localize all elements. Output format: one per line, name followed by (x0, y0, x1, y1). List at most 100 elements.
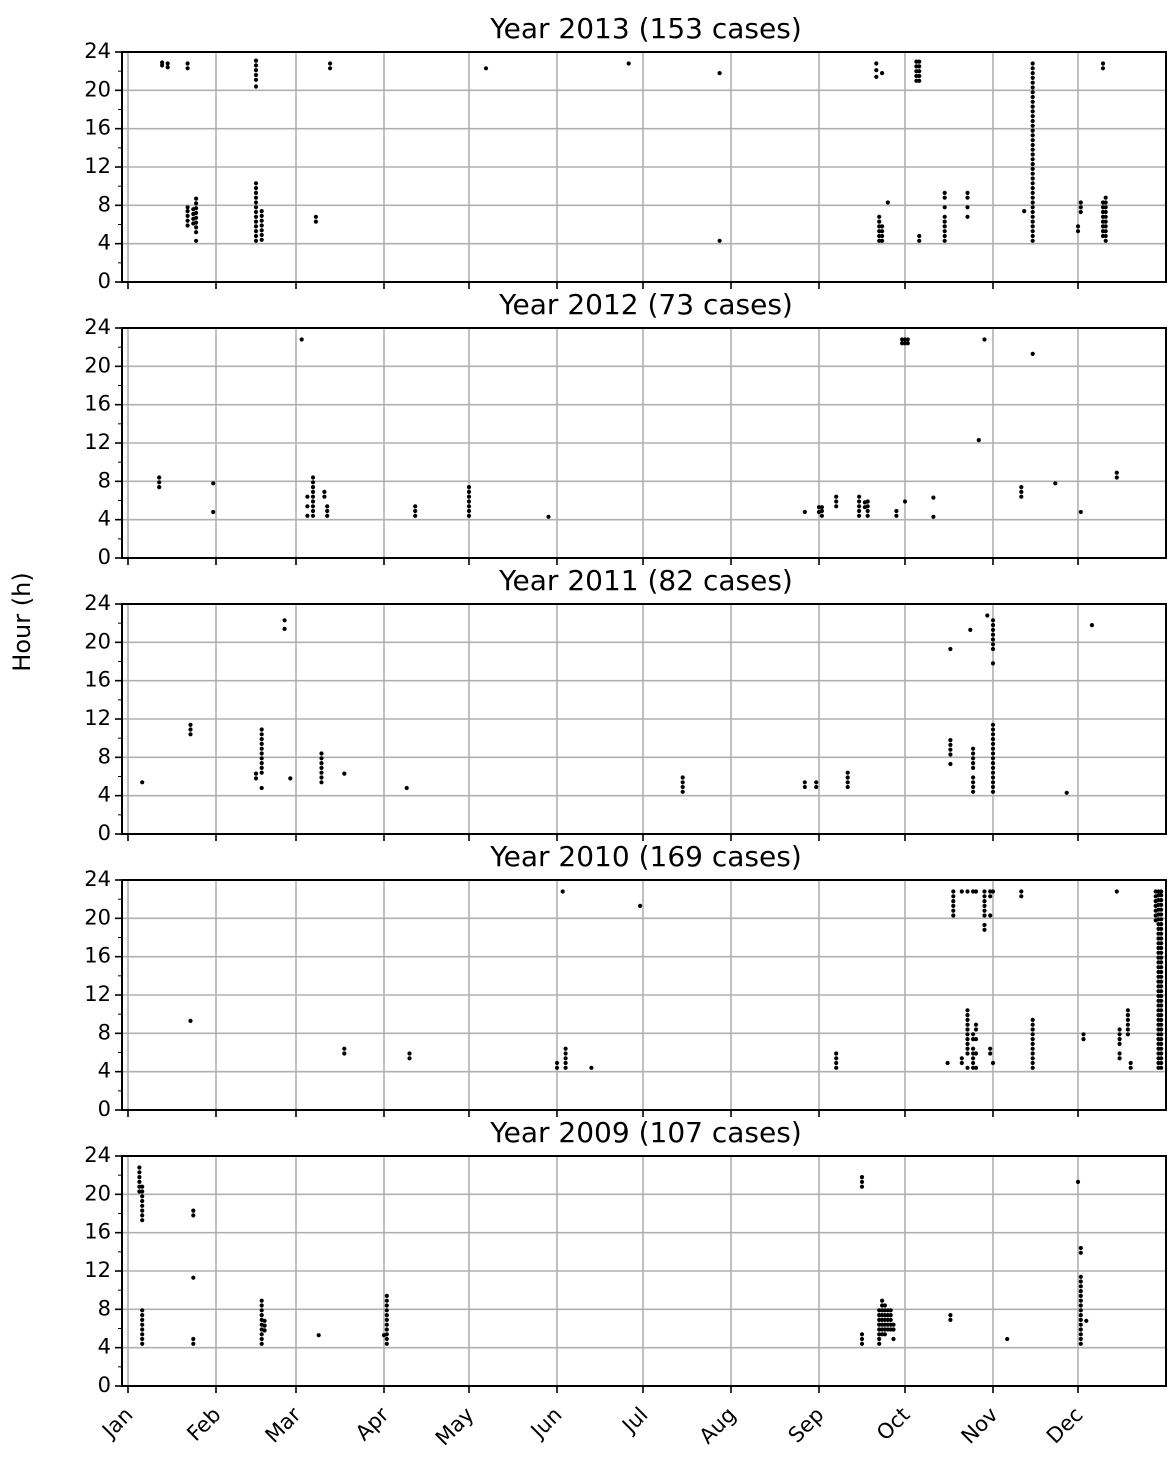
y-tick-label: 12 (84, 1258, 111, 1282)
data-point (185, 61, 190, 66)
data-point (834, 499, 839, 504)
data-point (1078, 1341, 1083, 1346)
data-point (185, 213, 190, 218)
data-point (1103, 205, 1108, 210)
data-point (165, 65, 170, 70)
data-point (305, 513, 310, 518)
data-point (211, 509, 216, 515)
data-point (1159, 989, 1164, 994)
data-point (299, 337, 304, 342)
data-point (1030, 152, 1035, 157)
data-point (259, 228, 264, 233)
data-point (982, 894, 987, 899)
data-point (253, 229, 259, 234)
data-point (882, 1308, 888, 1313)
data-point (942, 238, 947, 243)
data-point (1084, 1318, 1089, 1323)
data-point (1030, 186, 1035, 191)
data-point (1117, 1041, 1122, 1046)
data-point (814, 780, 819, 785)
data-point (1159, 1037, 1164, 1042)
data-point (900, 337, 905, 342)
data-point (322, 489, 327, 494)
data-point (384, 1332, 389, 1337)
data-point (1030, 166, 1035, 171)
data-point (1030, 104, 1035, 109)
data-point (319, 756, 324, 761)
data-point (942, 190, 947, 195)
data-point (1030, 219, 1035, 224)
y-tick-label: 16 (84, 392, 111, 416)
data-point (885, 200, 890, 205)
data-point (259, 761, 264, 766)
panel-title: Year 2013 (153 cases) (489, 12, 802, 45)
data-point (859, 1184, 865, 1189)
data-point (885, 1322, 890, 1327)
y-tick-label: 24 (84, 39, 111, 63)
data-point (137, 1165, 142, 1170)
data-point (1078, 1293, 1083, 1298)
data-point (1159, 898, 1164, 903)
data-point (259, 1298, 264, 1303)
x-tick-label: Jun (525, 1403, 567, 1445)
data-point (990, 737, 996, 742)
data-point (466, 513, 472, 518)
data-point (1030, 80, 1035, 85)
data-point (259, 737, 264, 742)
y-tick-label: 16 (84, 668, 111, 692)
data-point (859, 1336, 865, 1342)
data-point (160, 60, 165, 65)
data-point (194, 210, 199, 216)
data-point (1030, 238, 1035, 243)
data-point (1117, 1027, 1122, 1032)
data-point (1103, 224, 1108, 229)
data-point (819, 508, 825, 514)
data-point (194, 201, 199, 206)
data-point (626, 61, 631, 66)
data-point (973, 889, 979, 894)
y-tick-label: 8 (98, 1020, 111, 1044)
data-point (1159, 912, 1164, 917)
data-point (865, 513, 870, 518)
y-tick-label: 0 (98, 821, 111, 845)
data-point (253, 233, 259, 239)
data-point (1078, 1245, 1083, 1251)
data-point (194, 230, 199, 235)
data-point (1078, 1289, 1083, 1294)
y-tick-label: 8 (98, 744, 111, 768)
data-point (253, 84, 259, 89)
data-point (1159, 893, 1164, 898)
y-tick-label: 12 (84, 154, 111, 178)
data-point (191, 1341, 196, 1346)
data-point (1159, 1065, 1164, 1070)
data-point (253, 181, 259, 186)
data-point (1075, 1179, 1081, 1184)
data-point (1030, 1027, 1035, 1032)
data-point (874, 74, 879, 79)
y-tick-label: 0 (98, 1097, 111, 1121)
data-point (1078, 1274, 1083, 1279)
data-point (305, 504, 310, 509)
data-point (1125, 1032, 1130, 1037)
data-point (319, 761, 324, 766)
data-point (188, 722, 193, 727)
data-point (877, 224, 882, 229)
data-point (253, 77, 259, 82)
data-point (819, 513, 825, 518)
data-point (845, 770, 850, 775)
data-point (1159, 1046, 1164, 1051)
data-point (1030, 138, 1035, 143)
data-point (971, 1046, 976, 1051)
data-point (253, 63, 259, 68)
data-point (140, 1208, 145, 1213)
data-point (880, 1298, 885, 1303)
data-point (413, 508, 418, 514)
data-point (259, 727, 264, 732)
data-point (971, 1032, 976, 1037)
data-point (990, 722, 996, 727)
data-point (137, 1170, 142, 1175)
data-point (971, 751, 976, 756)
data-point (880, 224, 885, 229)
data-point (1019, 894, 1024, 899)
